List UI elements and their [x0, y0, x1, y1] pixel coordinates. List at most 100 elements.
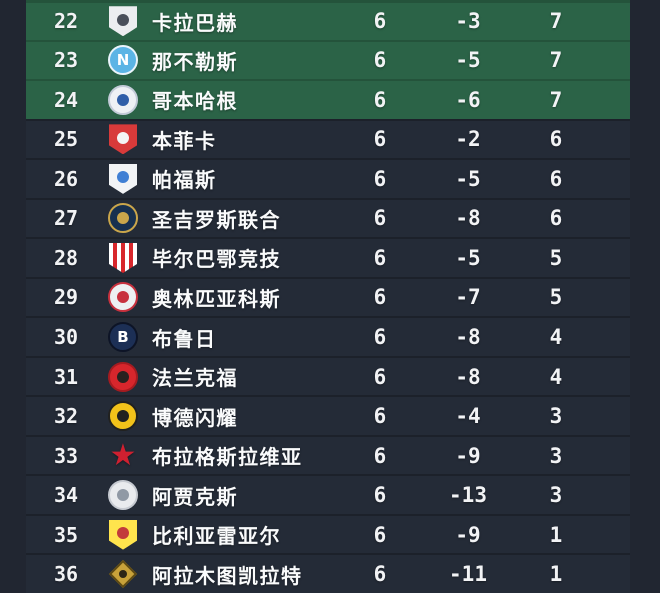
points-cell: 4: [549, 364, 563, 389]
goal-diff-cell: -11: [449, 562, 487, 587]
goal-diff-cell: -5: [455, 166, 481, 191]
team-name: 奥林匹亚科斯: [152, 286, 281, 311]
bodo-glimt-crest-icon: [106, 397, 140, 435]
points-cell: 5: [549, 285, 563, 310]
goal-diff-cell: -7: [455, 285, 481, 310]
kairat-almaty-crest-icon: [106, 555, 140, 593]
played-cell: 6: [373, 364, 387, 389]
played-cell: 6: [373, 87, 387, 112]
table-row[interactable]: 29 奥林匹亚科斯 6 -7 5: [0, 276, 660, 317]
points-cell: 7: [549, 9, 563, 34]
table-row[interactable]: 23 N 那不勒斯 6 -5 7: [0, 39, 660, 80]
qarabag-crest-icon: [106, 3, 140, 40]
team-name: 帕福斯: [152, 168, 217, 193]
points-cell: 6: [549, 166, 563, 191]
team-name: 毕尔巴鄂竞技: [152, 247, 281, 272]
rank-cell: 25: [53, 127, 79, 152]
table-row[interactable]: 33 ★ 布拉格斯拉维亚 6 -9 3: [0, 434, 660, 475]
goal-diff-cell: -8: [455, 364, 481, 389]
rank-cell: 31: [53, 364, 79, 389]
rank-cell: 26: [53, 166, 79, 191]
played-cell: 6: [373, 206, 387, 231]
played-cell: 6: [373, 127, 387, 152]
rank-cell: 36: [53, 562, 79, 587]
goal-diff-cell: -9: [455, 443, 481, 468]
points-cell: 1: [549, 522, 563, 547]
team-name: 卡拉巴赫: [152, 10, 238, 35]
rank-cell: 28: [53, 245, 79, 270]
rank-cell: 27: [53, 206, 79, 231]
goal-diff-cell: -8: [455, 206, 481, 231]
played-cell: 6: [373, 483, 387, 508]
team-name: 阿贾克斯: [152, 484, 238, 509]
table-row[interactable]: 31 法兰克福 6 -8 4: [0, 355, 660, 396]
union-sg-crest-icon: [106, 200, 140, 238]
goal-diff-cell: -6: [455, 87, 481, 112]
played-cell: 6: [373, 562, 387, 587]
played-cell: 6: [373, 166, 387, 191]
played-cell: 6: [373, 404, 387, 429]
played-cell: 6: [373, 325, 387, 350]
played-cell: 6: [373, 285, 387, 310]
rank-cell: 35: [53, 522, 79, 547]
points-cell: 6: [549, 206, 563, 231]
table-row[interactable]: 24 哥本哈根 6 -6 7: [0, 79, 660, 119]
played-cell: 6: [373, 443, 387, 468]
ajax-crest-icon: [106, 476, 140, 514]
team-name: 博德闪耀: [152, 405, 238, 430]
goal-diff-cell: -4: [455, 404, 481, 429]
table-row[interactable]: 22 卡拉巴赫 6 -3 7: [0, 0, 660, 40]
athletic-bilbao-crest-icon: [106, 239, 140, 277]
played-cell: 6: [373, 522, 387, 547]
goal-diff-cell: -9: [455, 522, 481, 547]
points-cell: 3: [549, 483, 563, 508]
table-row[interactable]: 35 比利亚雷亚尔 6 -9 1: [0, 513, 660, 554]
pafos-crest-icon: [106, 160, 140, 198]
table-row[interactable]: 34 阿贾克斯 6 -13 3: [0, 474, 660, 514]
team-name: 布拉格斯拉维亚: [152, 445, 303, 470]
villarreal-crest-icon: [106, 516, 140, 554]
table-row[interactable]: 28 毕尔巴鄂竞技 6 -5 5: [0, 237, 660, 277]
napoli-crest-icon: N: [106, 42, 140, 80]
table-row[interactable]: 36 阿拉木图凯拉特 6 -11 1: [0, 553, 660, 593]
played-cell: 6: [373, 245, 387, 270]
rank-cell: 33: [53, 443, 79, 468]
team-name: 那不勒斯: [152, 49, 238, 74]
played-cell: 6: [373, 48, 387, 73]
table-row[interactable]: 26 帕福斯 6 -5 6: [0, 158, 660, 198]
goal-diff-cell: -5: [455, 48, 481, 73]
points-cell: 5: [549, 245, 563, 270]
points-cell: 1: [549, 562, 563, 587]
rank-cell: 34: [53, 483, 79, 508]
goal-diff-cell: -3: [455, 9, 481, 34]
team-name: 比利亚雷亚尔: [152, 524, 281, 549]
table-row[interactable]: 32 博德闪耀 6 -4 3: [0, 395, 660, 435]
rank-cell: 30: [53, 325, 79, 350]
table-row[interactable]: 30 B 布鲁日 6 -8 4: [0, 316, 660, 356]
goal-diff-cell: -2: [455, 127, 481, 152]
points-cell: 3: [549, 404, 563, 429]
points-cell: 6: [549, 127, 563, 152]
benfica-crest-icon: [106, 121, 140, 159]
rank-cell: 29: [53, 285, 79, 310]
team-name: 阿拉木图凯拉特: [152, 563, 303, 588]
table-row[interactable]: 27 圣吉罗斯联合 6 -8 6: [0, 197, 660, 238]
points-cell: 7: [549, 87, 563, 112]
goal-diff-cell: -5: [455, 245, 481, 270]
points-cell: 4: [549, 325, 563, 350]
rank-cell: 22: [53, 9, 79, 34]
club-brugge-crest-icon: B: [106, 318, 140, 356]
rank-cell: 23: [53, 48, 79, 73]
team-name: 哥本哈根: [152, 89, 238, 114]
copenhagen-crest-icon: [106, 81, 140, 119]
table-row[interactable]: 25 本菲卡 6 -2 6: [0, 118, 660, 159]
team-name: 本菲卡: [152, 128, 217, 153]
points-cell: 7: [549, 48, 563, 73]
frankfurt-crest-icon: [106, 358, 140, 396]
slavia-prague-crest-icon: ★: [109, 438, 137, 472]
played-cell: 6: [373, 9, 387, 34]
olympiacos-crest-icon: [106, 279, 140, 317]
team-name: 布鲁日: [152, 326, 217, 351]
rank-cell: 24: [53, 87, 79, 112]
